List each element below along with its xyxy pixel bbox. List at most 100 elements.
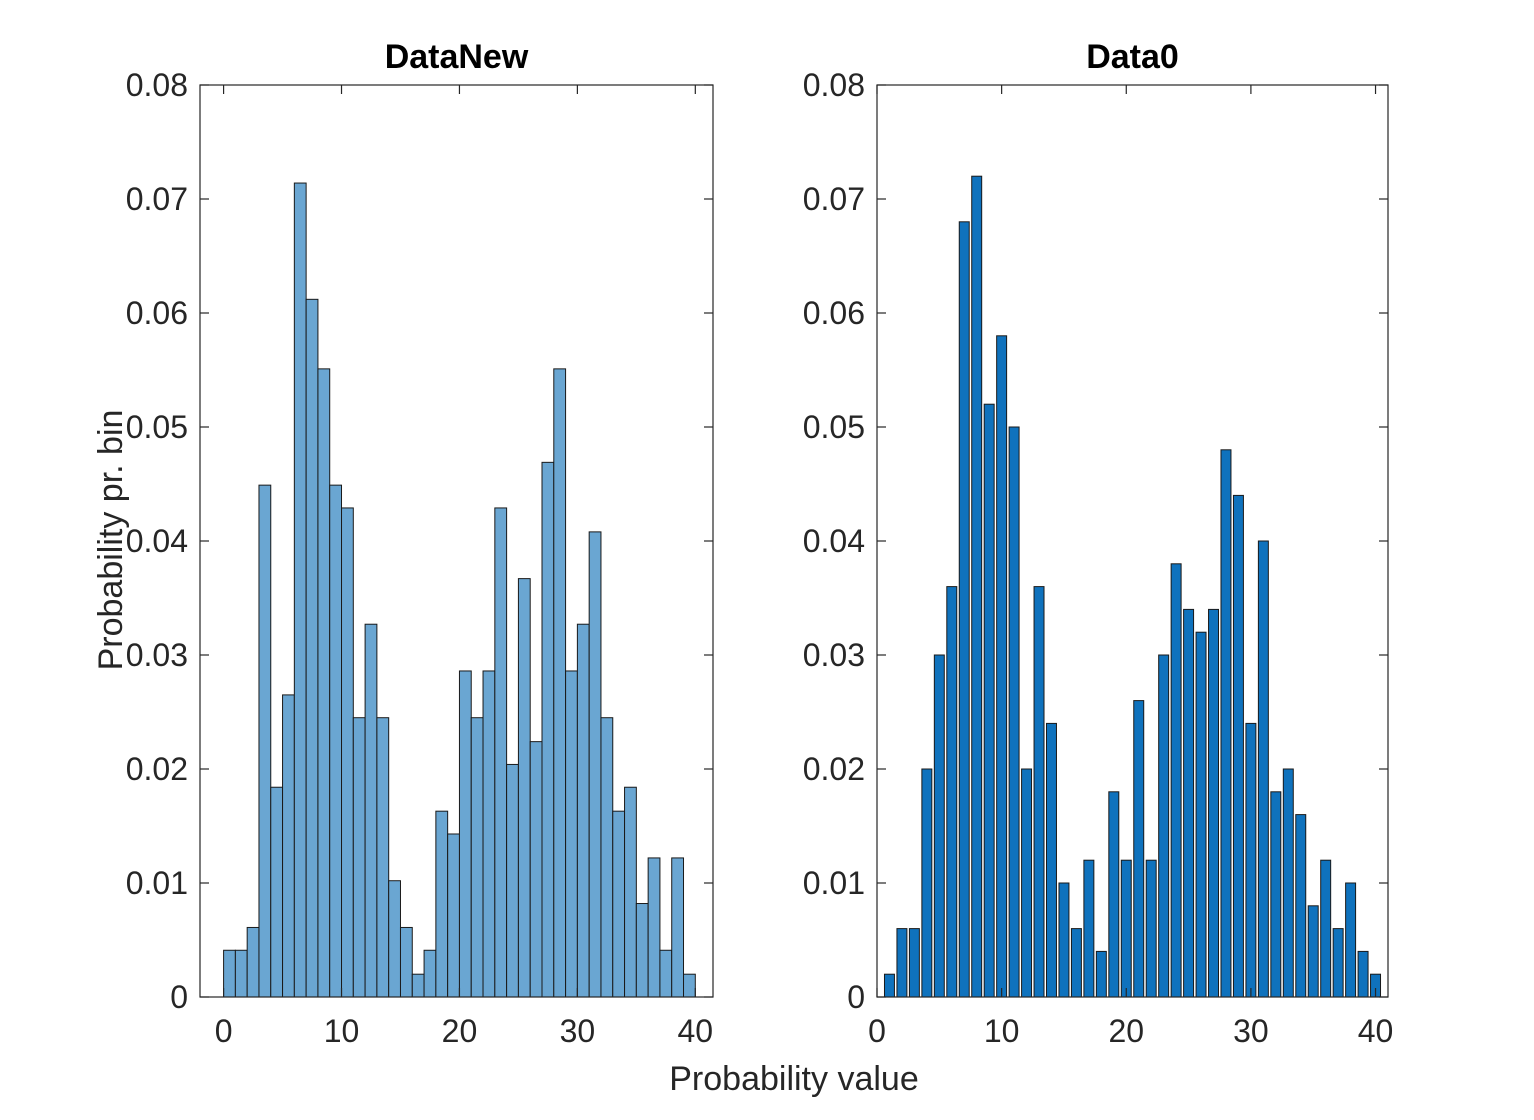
data0-xtick-label: 10	[984, 1013, 1020, 1049]
datanew-bar	[341, 507, 354, 998]
datanew-bar	[659, 949, 673, 998]
data0-bar	[1257, 540, 1269, 998]
data0-xtick-label: 40	[1358, 1013, 1394, 1049]
datanew-bar	[388, 880, 401, 998]
datanew-ticks: 0 0.01 0.02 0.03 0.04 0.05 0.06 0.07 0.08 0 10 20 30…	[126, 67, 713, 1049]
data0-bar	[1145, 859, 1157, 998]
data0-bar	[1232, 494, 1244, 998]
data0-xtick-label: 0	[868, 1013, 886, 1049]
datanew-bar	[624, 786, 637, 998]
data0-bar	[983, 403, 995, 998]
data0-bar	[958, 221, 970, 998]
data0-bar	[1245, 722, 1257, 998]
datanew-bar	[246, 926, 260, 998]
datanew-bar	[647, 857, 661, 998]
data0-bar	[1357, 950, 1369, 998]
data0-bar	[1345, 882, 1357, 998]
datanew-ytick-label: 0.05	[126, 409, 188, 445]
datanew-bar	[282, 694, 295, 998]
datanew-bar	[517, 578, 531, 998]
datanew-bar	[305, 298, 319, 998]
datanew-bar	[576, 623, 590, 998]
data0-xtick-label: 20	[1108, 1013, 1144, 1049]
datanew-bar	[223, 949, 236, 998]
datanew-ytick-label: 0.03	[126, 637, 188, 673]
data0-bar	[1320, 859, 1332, 998]
datanew-bar	[435, 810, 449, 998]
data0-title: Data0	[1086, 38, 1179, 76]
data0-ytick-label: 0.04	[803, 523, 865, 559]
data0-ytick-label: 0.05	[803, 409, 865, 445]
x-axis-label: Probability value	[669, 1060, 918, 1098]
data0-bar	[1095, 950, 1107, 998]
data0-bar	[1158, 654, 1170, 998]
datanew-bar	[635, 903, 649, 998]
datanew-bar	[364, 623, 378, 998]
datanew-bar	[470, 717, 484, 998]
datanew-ytick-label: 0.08	[126, 67, 188, 103]
data0-ytick-label: 0.06	[803, 295, 865, 331]
data0-bar	[883, 973, 895, 998]
datanew-ytick-label: 0.07	[126, 181, 188, 217]
data0-bar	[1282, 768, 1294, 998]
data0-bar	[1008, 426, 1020, 998]
datanew-ytick-label: 0.04	[126, 523, 188, 559]
data0-bar	[1070, 928, 1082, 998]
datanew-bar	[234, 949, 248, 998]
datanew-xtick-label: 0	[215, 1013, 233, 1049]
datanew-xtick-label: 20	[442, 1013, 478, 1049]
data0-bar	[996, 335, 1008, 998]
data0-bar	[1033, 586, 1045, 998]
datanew-bar	[494, 507, 508, 998]
datanew-bar	[506, 763, 519, 998]
data0-bar	[921, 768, 933, 998]
panel-data0: 0 0.01 0.02 0.03 0.04 0.05 0.06 0.07 0.08 0 10 20 30…	[803, 38, 1394, 1049]
data0-bar	[1270, 791, 1282, 998]
datanew-ytick-label: 0.01	[126, 865, 188, 901]
y-axis-label: Probability pr. bin	[92, 410, 130, 671]
data0-bar	[1120, 859, 1132, 998]
datanew-bar	[329, 484, 343, 998]
datanew-bar	[565, 670, 578, 998]
data0-ytick-label: 0.01	[803, 865, 865, 901]
data0-ytick-label: 0.08	[803, 67, 865, 103]
data0-bar	[1083, 859, 1095, 998]
data0-bar	[896, 928, 908, 998]
datanew-xtick-label: 30	[560, 1013, 596, 1049]
datanew-bar	[399, 926, 413, 998]
data0-bar	[908, 928, 920, 998]
datanew-bar	[482, 670, 496, 998]
datanew-bar	[529, 741, 543, 998]
data0-bar	[1108, 791, 1120, 998]
data0-ytick-label: 0	[847, 979, 865, 1015]
data0-axes	[876, 84, 1389, 998]
datanew-ytick-label: 0.06	[126, 295, 188, 331]
datanew-bar	[458, 670, 472, 998]
panel-datanew: 0 0.01 0.02 0.03 0.04 0.05 0.06 0.07 0.08 0 10 20 30…	[126, 38, 714, 1049]
datanew-xtick-label: 10	[324, 1013, 360, 1049]
datanew-bar	[293, 182, 307, 998]
datanew-bar	[423, 949, 437, 998]
data0-ytick-label: 0.02	[803, 751, 865, 787]
datanew-bar	[671, 857, 685, 998]
data0-bar	[1183, 608, 1195, 998]
data0-xtick-label: 30	[1233, 1013, 1269, 1049]
datanew-bar	[411, 973, 425, 998]
datanew-bar	[588, 531, 602, 998]
data0-bar	[1195, 631, 1207, 998]
data0-bar	[933, 654, 945, 998]
data0-bar	[1220, 449, 1232, 998]
datanew-bar	[553, 368, 567, 998]
data0-bar	[1133, 700, 1145, 998]
data0-bar	[971, 175, 983, 998]
datanew-bar	[541, 461, 555, 998]
datanew-bar	[317, 368, 331, 998]
datanew-bar	[612, 810, 626, 998]
datanew-title: DataNew	[385, 38, 529, 76]
datanew-bar	[683, 973, 696, 998]
datanew-ytick-label: 0.02	[126, 751, 188, 787]
data0-bar	[1208, 608, 1220, 998]
data0-ytick-label: 0.07	[803, 181, 865, 217]
data0-ytick-label: 0.03	[803, 637, 865, 673]
